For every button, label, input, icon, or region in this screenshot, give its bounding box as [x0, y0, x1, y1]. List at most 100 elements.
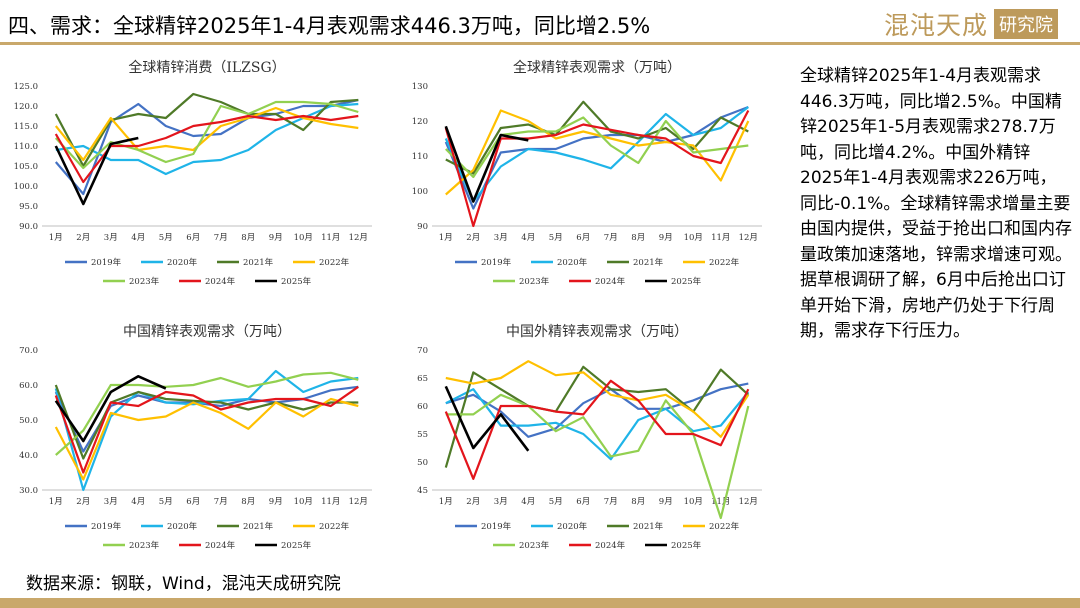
y-tick-label: 50.0: [19, 416, 38, 426]
legend-label: 2022年: [709, 257, 740, 268]
x-tick-label: 7月: [214, 233, 228, 243]
header: 四、需求：全球精锌2025年1-4月表观需求446.3万吨，同比增2.5% 混沌…: [0, 0, 1080, 45]
legend-label: 2021年: [633, 257, 664, 268]
logo: 混沌天成 研究院: [884, 6, 1058, 42]
x-tick-label: 1月: [49, 497, 63, 507]
data-source: 数据来源：钢联，Wind，混沌天成研究院: [26, 574, 341, 594]
chart-svg: 中国精锌表观需求（万吨） 30.0 40.0 50.0 60.0 70.0 1月 2月 3月 4月…: [19, 324, 372, 551]
chart-svg: 中国外精锌表观需求（万吨） 45 50 55 60 65 70 1月 2月 3月 4月 5月 6月 7月 8…: [417, 324, 762, 551]
legend-label: 2019年: [91, 257, 122, 268]
x-tick-label: 1月: [49, 233, 63, 243]
series-line-2025年: [444, 385, 530, 452]
legend-label: 2019年: [481, 257, 512, 268]
legend-label: 2024年: [205, 540, 236, 551]
series-line-2022年: [54, 397, 359, 481]
x-tick-label: 10月: [684, 233, 703, 243]
chart-global-apparent-demand: 全球精锌表观需求（万吨） 90 100 110 120 130 1月 2月 3月 4月 5月 6月 7月…: [398, 56, 776, 292]
legend-label: 2020年: [557, 521, 588, 532]
x-tick-label: 4月: [521, 233, 535, 243]
x-tick-label: 2月: [76, 233, 90, 243]
chart-title: 全球精锌消费（ILZSG）: [128, 59, 285, 76]
chart-title: 全球精锌表观需求（万吨）: [513, 59, 681, 76]
y-tick-label: 90: [417, 222, 428, 232]
legend-label: 2023年: [519, 276, 550, 287]
y-tick-label: 95.0: [19, 202, 38, 212]
y-tick-label: 70: [417, 346, 428, 356]
y-tick-label: 60: [417, 402, 428, 412]
y-tick-label: 90.0: [19, 222, 38, 232]
x-tick-label: 10月: [294, 233, 313, 243]
legend-label: 2019年: [91, 521, 122, 532]
x-tick-label: 3月: [104, 497, 118, 507]
chart-svg: 全球精锌消费（ILZSG） 90.0 95.0 100.0 105.0 110.0 115.…: [14, 59, 372, 287]
x-tick-label: 8月: [631, 497, 645, 507]
title-divider: [0, 42, 1080, 45]
x-tick-label: 5月: [549, 233, 563, 243]
series-line-2020年: [444, 106, 749, 203]
x-tick-label: 10月: [294, 497, 313, 507]
legend-label: 2025年: [281, 276, 312, 287]
series-line-2020年: [54, 369, 359, 492]
legend-label: 2025年: [281, 540, 312, 551]
x-tick-label: 9月: [269, 233, 283, 243]
y-tick-label: 110: [412, 152, 428, 162]
y-tick-label: 60.0: [19, 381, 38, 391]
x-tick-label: 4月: [521, 497, 535, 507]
legend-label: 2023年: [129, 276, 160, 287]
y-tick-label: 45: [417, 486, 428, 496]
x-tick-label: 5月: [159, 497, 173, 507]
x-tick-label: 12月: [739, 233, 758, 243]
y-tick-label: 70.0: [19, 346, 38, 356]
logo-main-text: 混沌天成: [883, 11, 988, 40]
y-tick-label: 100.0: [14, 182, 38, 192]
y-tick-label: 40.0: [19, 451, 38, 461]
legend-label: 2023年: [129, 540, 160, 551]
legend-label: 2022年: [319, 257, 350, 268]
logo-box-text: 研究院: [994, 9, 1058, 39]
chart-title: 中国外精锌表观需求（万吨）: [506, 324, 688, 340]
legend-label: 2022年: [319, 521, 350, 532]
y-tick-label: 130: [412, 82, 428, 92]
series-line-2023年: [54, 100, 359, 170]
x-tick-label: 5月: [549, 497, 563, 507]
legend-label: 2019年: [481, 521, 512, 532]
legend-label: 2024年: [595, 540, 626, 551]
x-tick-label: 1月: [439, 497, 453, 507]
y-tick-label: 110.0: [14, 142, 38, 152]
x-tick-label: 6月: [576, 233, 590, 243]
x-tick-label: 2月: [466, 233, 480, 243]
legend-label: 2020年: [167, 257, 198, 268]
chart-title: 中国精锌表观需求（万吨）: [123, 324, 291, 340]
chart-svg: 全球精锌表观需求（万吨） 90 100 110 120 130 1月 2月 3月 4月 5月 6月 7月…: [412, 59, 762, 287]
legend-label: 2020年: [167, 521, 198, 532]
x-tick-label: 8月: [631, 233, 645, 243]
y-tick-label: 50: [417, 458, 428, 468]
x-tick-label: 9月: [659, 497, 673, 507]
legend-label: 2020年: [557, 257, 588, 268]
y-tick-label: 100: [412, 187, 428, 197]
x-tick-label: 4月: [131, 233, 145, 243]
legend-label: 2025年: [671, 540, 702, 551]
x-tick-label: 8月: [241, 497, 255, 507]
series-line-2025年: [444, 125, 529, 203]
x-tick-label: 11月: [711, 233, 730, 243]
chart-global-consumption: 全球精锌消费（ILZSG） 90.0 95.0 100.0 105.0 110.0 115.…: [8, 56, 386, 292]
y-tick-label: 115.0: [14, 122, 38, 132]
footer-bar: [0, 598, 1080, 608]
x-tick-label: 10月: [684, 497, 703, 507]
legend-label: 2022年: [709, 521, 740, 532]
x-tick-label: 3月: [494, 233, 508, 243]
page-title: 四、需求：全球精锌2025年1-4月表观需求446.3万吨，同比增2.5%: [8, 14, 651, 38]
x-tick-label: 7月: [604, 233, 618, 243]
series-line-2019年: [444, 105, 749, 210]
x-tick-label: 9月: [659, 233, 673, 243]
x-tick-label: 7月: [604, 497, 618, 507]
y-tick-label: 120.0: [14, 102, 38, 112]
x-tick-label: 11月: [321, 497, 340, 507]
commentary-text: 全球精锌2025年1-4月表观需求446.3万吨，同比增2.5%。中国精锌202…: [800, 66, 1072, 341]
x-tick-label: 11月: [711, 497, 730, 507]
x-tick-label: 9月: [269, 497, 283, 507]
series-line-2025年: [54, 375, 167, 443]
x-tick-label: 12月: [349, 497, 368, 507]
series-line-2024年: [54, 385, 359, 474]
